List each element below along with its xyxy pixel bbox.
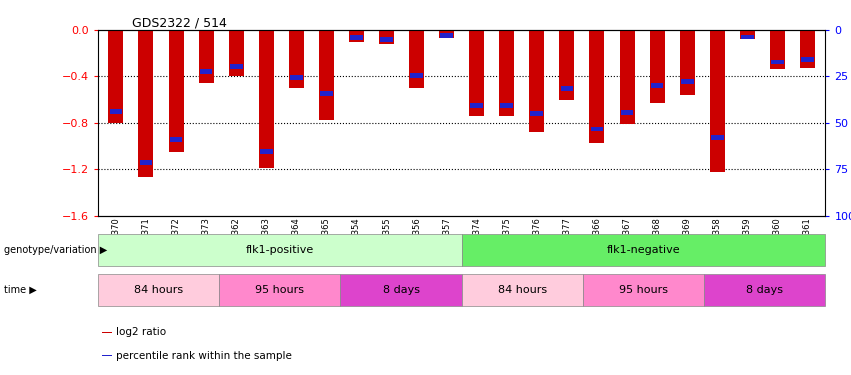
Text: 84 hours: 84 hours bbox=[134, 285, 183, 295]
Bar bbox=[229, 30, 243, 76]
Bar bbox=[680, 30, 694, 95]
Bar bbox=[649, 30, 665, 103]
Bar bbox=[529, 30, 545, 132]
Bar bbox=[801, 57, 814, 62]
Bar bbox=[98, 234, 461, 266]
Bar bbox=[101, 332, 111, 333]
Bar bbox=[439, 30, 454, 38]
Bar bbox=[620, 110, 633, 115]
Text: genotype/variation ▶: genotype/variation ▶ bbox=[4, 245, 107, 255]
Bar bbox=[260, 149, 272, 154]
Bar bbox=[740, 30, 755, 39]
Bar bbox=[704, 274, 825, 306]
Text: log2 ratio: log2 ratio bbox=[116, 327, 166, 337]
Bar bbox=[651, 83, 664, 88]
Bar bbox=[200, 69, 213, 74]
Bar bbox=[681, 79, 694, 84]
Bar bbox=[319, 30, 334, 120]
Bar bbox=[110, 110, 123, 114]
Bar bbox=[139, 30, 153, 177]
Bar bbox=[440, 33, 453, 38]
Text: flk1-negative: flk1-negative bbox=[607, 245, 681, 255]
Bar bbox=[98, 274, 220, 306]
Bar bbox=[259, 30, 274, 168]
Bar bbox=[198, 30, 214, 83]
Bar bbox=[591, 127, 603, 131]
Text: 84 hours: 84 hours bbox=[498, 285, 547, 295]
Bar bbox=[471, 103, 483, 108]
Bar bbox=[461, 234, 825, 266]
Bar bbox=[288, 30, 304, 88]
Bar bbox=[290, 75, 303, 80]
Text: 8 days: 8 days bbox=[746, 285, 783, 295]
Text: GDS2322 / 514: GDS2322 / 514 bbox=[132, 17, 226, 30]
Bar bbox=[140, 160, 152, 165]
Bar bbox=[379, 30, 394, 44]
Bar bbox=[620, 30, 635, 124]
Bar bbox=[771, 60, 784, 64]
Bar bbox=[349, 30, 364, 42]
Bar bbox=[409, 30, 424, 88]
Bar bbox=[559, 30, 574, 100]
Bar bbox=[168, 30, 184, 152]
Bar bbox=[741, 34, 754, 39]
Bar bbox=[461, 274, 583, 306]
Bar bbox=[230, 64, 243, 69]
Text: time ▶: time ▶ bbox=[4, 285, 37, 294]
Text: 8 days: 8 days bbox=[383, 285, 420, 295]
Bar bbox=[108, 30, 123, 123]
Bar bbox=[220, 274, 340, 306]
Bar bbox=[469, 30, 484, 116]
Text: flk1-positive: flk1-positive bbox=[246, 245, 314, 255]
Bar bbox=[410, 73, 423, 78]
Bar bbox=[380, 37, 393, 42]
Text: percentile rank within the sample: percentile rank within the sample bbox=[116, 351, 292, 360]
Bar bbox=[800, 30, 815, 68]
Bar bbox=[500, 30, 514, 116]
Bar bbox=[500, 103, 513, 108]
Bar bbox=[590, 30, 604, 142]
Text: 95 hours: 95 hours bbox=[255, 285, 305, 295]
Bar bbox=[530, 111, 543, 116]
Bar bbox=[711, 135, 723, 140]
Bar bbox=[583, 274, 704, 306]
Text: 95 hours: 95 hours bbox=[619, 285, 668, 295]
Bar bbox=[561, 86, 574, 91]
Bar bbox=[770, 30, 785, 69]
Bar bbox=[340, 274, 461, 306]
Bar bbox=[710, 30, 725, 171]
Bar bbox=[320, 91, 333, 96]
Bar bbox=[350, 35, 363, 40]
Bar bbox=[169, 137, 182, 142]
